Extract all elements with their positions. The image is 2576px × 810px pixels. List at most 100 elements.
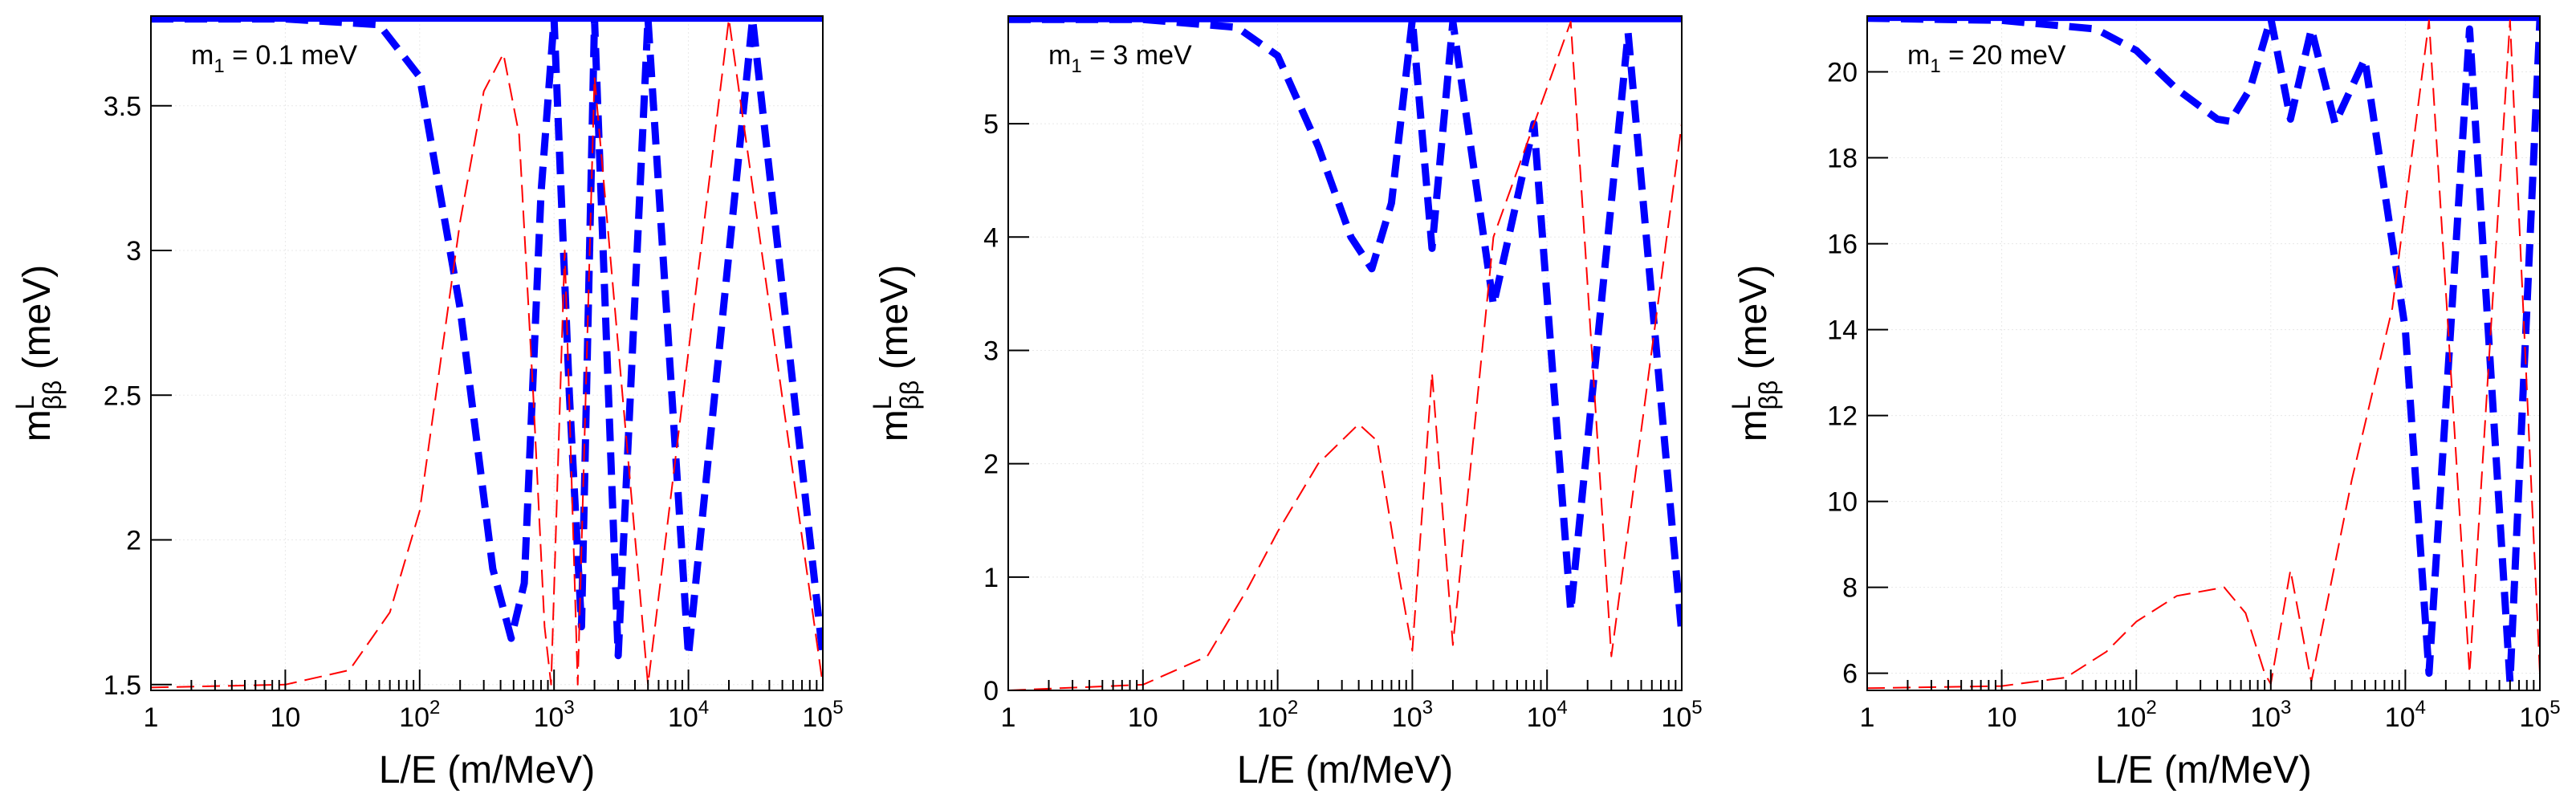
y-axis-title-symbol: m xyxy=(1732,409,1775,442)
y-tick-value: 14 xyxy=(1827,315,1858,346)
x-tick-label: 10 xyxy=(1987,702,2017,733)
y-axis-title: mLββ (meV) xyxy=(1727,265,1783,442)
y-axis-ticks xyxy=(1867,71,1888,674)
x-axis-ticks xyxy=(1007,670,1683,690)
x-tick-label: 102 xyxy=(1257,697,1298,733)
y-axis-title-unit: (meV) xyxy=(1732,265,1775,381)
y-tick-value: 1 xyxy=(983,563,999,593)
x-tick-label: 104 xyxy=(2385,697,2426,733)
y-tick-value: 2 xyxy=(983,450,999,480)
x-axis-ticks xyxy=(1866,670,2541,690)
y-axis-title-superscript: L xyxy=(868,396,897,410)
y-tick-value: 0 xyxy=(983,676,999,706)
x-tick-base: 10 xyxy=(2116,702,2147,733)
y-tick-label: 1.5 xyxy=(104,670,141,701)
x-tick-base: 10 xyxy=(668,702,698,733)
annotation-symbol: m xyxy=(191,40,214,71)
x-tick-label: 1 xyxy=(1860,702,1875,733)
x-tick-label: 10 xyxy=(270,702,300,733)
grid-lines xyxy=(1866,16,2541,690)
y-tick-label: 3.5 xyxy=(104,92,141,122)
y-tick-value: 3 xyxy=(983,336,999,366)
y-axis-title: mLββ (meV) xyxy=(868,265,924,442)
annotation-subscript: 1 xyxy=(1930,55,1940,77)
x-axis-title-text: L/E (m/MeV) xyxy=(2095,749,2311,792)
x-tick-base: 1 xyxy=(1001,702,1016,733)
y-tick-label: 2 xyxy=(126,526,141,556)
y-axis-title-superscript: L xyxy=(10,396,39,410)
x-tick-label: 103 xyxy=(1392,697,1433,733)
x-tick-base: 10 xyxy=(1392,702,1422,733)
y-tick-value: 18 xyxy=(1827,144,1858,174)
x-tick-label: 10 xyxy=(1128,702,1158,733)
x-axis-title: L/E (m/MeV) xyxy=(2095,749,2311,792)
y-tick-value: 12 xyxy=(1827,401,1858,432)
y-axis-title: mLββ (meV) xyxy=(10,265,67,442)
y-tick-label: 18 xyxy=(1827,144,1858,174)
x-tick-exponent: 5 xyxy=(832,697,843,718)
x-tick-base: 10 xyxy=(1527,702,1557,733)
x-tick-base: 1 xyxy=(1860,702,1875,733)
y-axis-title-symbol: m xyxy=(16,409,59,442)
y-axis-ticks xyxy=(151,104,172,686)
x-tick-exponent: 4 xyxy=(698,697,709,718)
y-tick-value: 5 xyxy=(983,109,999,140)
x-tick-base: 10 xyxy=(2250,702,2281,733)
y-tick-value: 16 xyxy=(1827,230,1858,260)
x-tick-label: 103 xyxy=(2250,697,2291,733)
y-axis-title-subscript: ββ xyxy=(895,381,924,410)
plot-frame xyxy=(150,15,824,691)
x-tick-label: 105 xyxy=(1661,697,1702,733)
x-tick-label: 102 xyxy=(399,697,440,733)
x-tick-label: 104 xyxy=(668,697,709,733)
x-axis-title-text: L/E (m/MeV) xyxy=(1237,749,1453,792)
annotation-subscript: 1 xyxy=(1071,55,1081,77)
series-red-dashed-line xyxy=(1867,19,2540,690)
x-tick-base: 10 xyxy=(270,702,300,733)
x-tick-label: 104 xyxy=(1527,697,1568,733)
mass-annotation: m1 = 3 meV xyxy=(1048,40,1192,77)
x-tick-exponent: 5 xyxy=(2550,697,2560,718)
x-tick-label: 103 xyxy=(534,697,575,733)
grid-lines xyxy=(1007,16,1683,691)
series-blue-dashed-line xyxy=(1867,16,2540,686)
y-axis-title-unit: (meV) xyxy=(16,265,59,381)
x-tick-base: 10 xyxy=(534,702,564,733)
y-tick-label: 20 xyxy=(1827,58,1858,88)
mass-annotation: m1 = 20 meV xyxy=(1907,40,2066,77)
y-tick-label: 2 xyxy=(983,450,999,480)
y-tick-label: 14 xyxy=(1827,315,1858,346)
x-tick-base: 10 xyxy=(399,702,429,733)
annotation-subscript: 1 xyxy=(214,55,224,77)
x-tick-base: 10 xyxy=(2385,702,2415,733)
x-tick-exponent: 2 xyxy=(1288,697,1298,718)
series-red-dashed-line xyxy=(151,18,823,689)
y-tick-label: 10 xyxy=(1827,487,1858,518)
x-tick-exponent: 3 xyxy=(1422,697,1433,718)
y-axis-ticks xyxy=(1008,123,1029,691)
x-tick-label: 105 xyxy=(2519,697,2560,733)
y-tick-value: 20 xyxy=(1827,58,1858,88)
y-tick-label: 6 xyxy=(1842,659,1858,690)
x-axis-title-text: L/E (m/MeV) xyxy=(379,749,595,792)
x-tick-exponent: 2 xyxy=(2146,697,2156,718)
y-tick-label: 0 xyxy=(983,676,999,706)
y-tick-value: 2.5 xyxy=(104,381,141,411)
y-axis-title-subscript: ββ xyxy=(1754,381,1783,410)
y-axis-title-symbol: m xyxy=(873,409,916,442)
mass-annotation: m1 = 0.1 meV xyxy=(191,40,357,77)
x-tick-base: 10 xyxy=(2519,702,2550,733)
x-tick-exponent: 4 xyxy=(1557,697,1567,718)
x-tick-base: 10 xyxy=(1661,702,1691,733)
y-tick-value: 2 xyxy=(126,526,141,556)
y-tick-label: 3 xyxy=(126,236,141,267)
x-tick-exponent: 4 xyxy=(2415,697,2426,718)
series-group xyxy=(151,16,823,689)
x-axis-ticks xyxy=(150,670,824,690)
x-tick-base: 10 xyxy=(1987,702,2017,733)
annotation-value: = 20 meV xyxy=(1941,40,2066,71)
x-tick-exponent: 3 xyxy=(564,697,574,718)
x-tick-base: 1 xyxy=(144,702,159,733)
y-tick-value: 4 xyxy=(983,222,999,253)
